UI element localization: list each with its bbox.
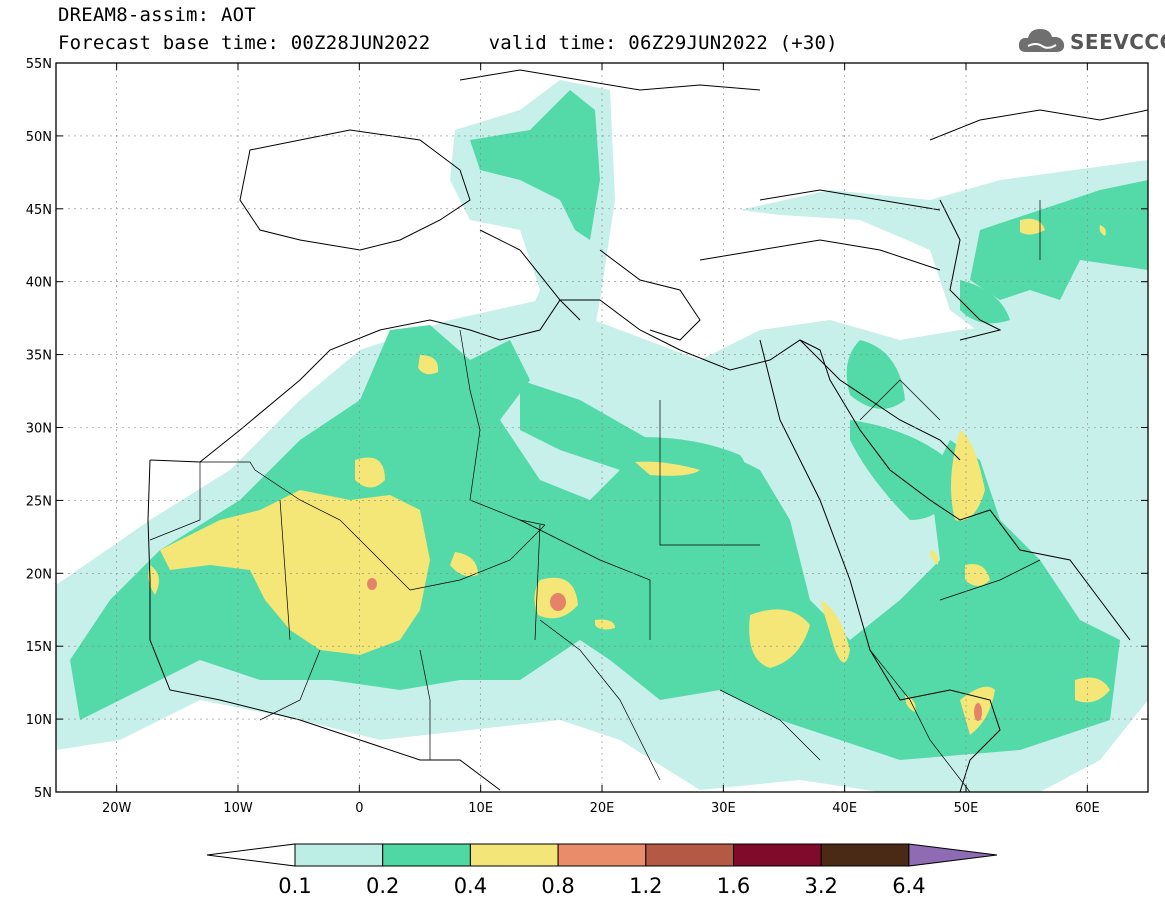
y-tick-label: 55N bbox=[26, 57, 52, 72]
colorbar-label: 0.2 bbox=[366, 874, 399, 898]
colorbar: 0.1 0.2 0.4 0.8 1.2 1.6 3.2 6.4 bbox=[206, 843, 998, 898]
aot-band-0.4 bbox=[148, 218, 1110, 735]
colorbar-label: 1.2 bbox=[629, 874, 662, 898]
colorbar-box bbox=[733, 843, 822, 867]
x-tick-label: 10E bbox=[468, 801, 493, 816]
axis-ticks bbox=[56, 62, 1148, 793]
x-axis-labels: 20W 10W 0 10E 20E 30E 40E 50E 60E bbox=[102, 801, 1100, 816]
y-tick-label: 15N bbox=[26, 640, 52, 655]
y-tick-label: 35N bbox=[26, 349, 52, 364]
aot-band-0.8 bbox=[367, 578, 982, 721]
cloud-icon bbox=[1018, 29, 1065, 52]
y-tick-label: 50N bbox=[26, 130, 52, 145]
x-tick-label: 30E bbox=[711, 801, 736, 816]
colorbar-label: 0.8 bbox=[541, 874, 574, 898]
coastlines bbox=[147, 69, 1148, 792]
colorbar-box bbox=[557, 843, 647, 867]
y-tick-label: 20N bbox=[26, 567, 52, 582]
colorbar-box bbox=[645, 843, 734, 867]
y-tick-label: 10N bbox=[26, 713, 52, 728]
y-axis-labels: 55N 50N 45N 40N 35N 30N 25N 20N 15N 10N 5N bbox=[26, 57, 52, 801]
colorbar-box bbox=[820, 843, 910, 867]
x-tick-label: 20W bbox=[102, 801, 132, 816]
x-tick-label: 20E bbox=[590, 801, 615, 816]
y-tick-label: 45N bbox=[26, 203, 52, 218]
colorbar-label: 0.4 bbox=[454, 874, 487, 898]
colorbar-box bbox=[294, 843, 384, 867]
y-tick-label: 25N bbox=[26, 494, 52, 509]
borders bbox=[149, 200, 1041, 792]
y-tick-label: 5N bbox=[34, 786, 52, 801]
colorbar-label: 0.1 bbox=[278, 874, 311, 898]
colorbar-box bbox=[469, 843, 559, 867]
colorbar-box bbox=[382, 843, 471, 867]
x-tick-label: 10W bbox=[223, 801, 253, 816]
graticule bbox=[56, 63, 1148, 792]
y-tick-label: 30N bbox=[26, 422, 52, 437]
colorbar-label: 6.4 bbox=[892, 874, 925, 898]
x-tick-label: 0 bbox=[355, 801, 363, 816]
colorbar-under-triangle bbox=[206, 843, 296, 867]
x-tick-label: 60E bbox=[1075, 801, 1100, 816]
colorbar-label: 1.6 bbox=[717, 874, 750, 898]
colorbar-label: 3.2 bbox=[804, 874, 837, 898]
y-tick-label: 40N bbox=[26, 276, 52, 291]
seevccc-logo: SEEVCCC bbox=[1016, 24, 1165, 58]
colorbar-over-triangle bbox=[908, 843, 998, 867]
x-tick-label: 40E bbox=[832, 801, 857, 816]
x-tick-label: 50E bbox=[954, 801, 979, 816]
forecast-times: Forecast base time: 00Z28JUN2022 valid t… bbox=[58, 32, 838, 54]
map-title: DREAM8-assim: AOT bbox=[58, 4, 256, 26]
logo-text: SEEVCCC bbox=[1070, 30, 1165, 54]
